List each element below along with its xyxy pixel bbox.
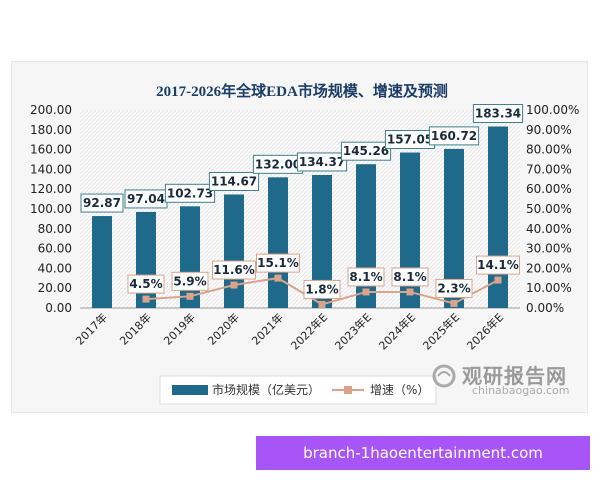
growth-data-label-box (171, 271, 209, 291)
growth-point (494, 276, 502, 284)
growth-point (230, 281, 238, 289)
bar-data-label-box (340, 141, 392, 161)
watermark-url: chinabaogao.com (472, 384, 570, 397)
bar-data-label: 92.87 (83, 196, 121, 210)
growth-data-label: 15.1% (257, 256, 299, 270)
growth-point (450, 299, 458, 307)
y-right-tick-label: 20.00% (526, 261, 572, 275)
site-banner-link[interactable]: branch-1haoentertainment.com (256, 436, 590, 470)
legend-swatch-bar (172, 385, 208, 395)
y-left-tick-label: 160.00 (30, 143, 72, 157)
growth-data-label-box (212, 260, 256, 280)
bar (444, 148, 464, 308)
plot-layer: 0.00 20.00 40.00 60.00 80.00 100.00 120.00 140.… (30, 103, 579, 353)
legend-label-bar: 市场规模（亿美元） (212, 382, 320, 397)
y-left-tick-label: 0.00 (45, 301, 72, 315)
growth-data-label-box (476, 255, 520, 275)
x-tick-label: 2018年 (117, 310, 154, 347)
y-right-tick-label: 100.00% (526, 103, 579, 117)
growth-data-label-box (303, 279, 341, 299)
bar (312, 174, 332, 308)
growth-data-label: 14.1% (477, 258, 519, 272)
y-right-tick-label: 0.00% (526, 301, 564, 315)
y-left-tick-label: 140.00 (30, 162, 72, 176)
growth-point (362, 288, 370, 296)
x-tick-label: 2025年E (420, 310, 462, 352)
bar-data-label-box (428, 126, 480, 146)
y-right-tick-label: 40.00% (526, 222, 572, 236)
legend-swatch-marker (344, 386, 352, 394)
y-left-tick-label: 60.00 (38, 242, 72, 256)
bar-data-label: 160.72 (431, 129, 477, 143)
x-tick-label: 2022年E (288, 310, 330, 352)
growth-data-label-box (127, 274, 165, 294)
growth-point (318, 300, 326, 308)
growth-data-label: 1.8% (305, 282, 338, 296)
x-tick-label: 2024年E (376, 310, 418, 352)
y-left-tick-label: 120.00 (30, 182, 72, 196)
growth-data-label-box (391, 267, 429, 287)
growth-data-label: 11.6% (213, 263, 255, 277)
growth-data-label: 5.9% (173, 274, 206, 288)
x-tick-label: 2021年 (249, 310, 286, 347)
legend-label-line: 增速（%） (370, 383, 429, 397)
y-left-tick-label: 40.00 (38, 261, 72, 275)
y-left-tick-label: 80.00 (38, 222, 72, 236)
growth-point (274, 274, 282, 282)
growth-data-label-box (347, 267, 385, 287)
y-left-tick-label: 180.00 (30, 123, 72, 137)
watermark: 观研报告网 chinabaogao.com (432, 360, 587, 404)
y-left-tick-label: 100.00 (30, 202, 72, 216)
bar (180, 206, 200, 308)
growth-point (406, 288, 414, 296)
y-right-tick-label: 50.00% (526, 202, 572, 216)
chart-card: 2017-2026年全球EDA市场规模、增速及预测 0.00 20.00 40.00… (12, 62, 587, 412)
growth-data-label: 8.1% (393, 270, 426, 284)
bar (224, 194, 244, 308)
y-left-tick-label: 200.00 (30, 103, 72, 117)
growth-data-label-box (435, 278, 473, 298)
x-tick-label: 2020年 (205, 310, 242, 347)
legend: 市场规模（亿美元） 增速（%） (159, 375, 437, 405)
growth-data-label: 8.1% (349, 270, 382, 284)
bar-data-label: 145.26 (343, 144, 389, 158)
bar-data-label: 114.67 (211, 174, 257, 188)
bar-data-label-box (80, 193, 124, 213)
growth-point (186, 292, 194, 300)
bar-data-label: 97.04 (127, 192, 165, 206)
growth-data-label: 2.3% (437, 281, 470, 295)
y-left-tick-label: 20.00 (38, 281, 72, 295)
x-tick-label: 2019年 (161, 310, 198, 347)
bar-data-label-box (164, 183, 216, 203)
bar-data-label: 134.37 (299, 155, 345, 169)
y-right-tick-label: 60.00% (526, 182, 572, 196)
y-right-tick-label: 10.00% (526, 281, 572, 295)
growth-data-label: 4.5% (129, 277, 162, 291)
x-tick-label: 2023年E (332, 310, 374, 352)
y-right-tick-label: 30.00% (526, 242, 572, 256)
bar (268, 177, 288, 308)
y-right-tick-label: 70.00% (526, 162, 572, 176)
bar-data-label: 102.73 (167, 186, 213, 200)
bar-data-label: 157.05 (387, 133, 433, 147)
watermark-logo-icon (432, 364, 456, 388)
growth-point (142, 295, 150, 303)
bar-data-label-box (296, 152, 348, 172)
watermark-title: 观研报告网 (462, 364, 567, 388)
x-tick-label: 2017年 (73, 310, 110, 347)
chart: 2017-2026年全球EDA市场规模、增速及预测 0.00 20.00 40.00… (30, 82, 579, 405)
growth-data-label-box (256, 253, 300, 273)
bar-data-label: 132.00 (255, 157, 301, 171)
bar (92, 216, 112, 308)
bar-data-label-box (472, 103, 524, 123)
chart-title: 2017-2026年全球EDA市场规模、增速及预测 (156, 82, 448, 100)
y-right-tick-label: 90.00% (526, 123, 572, 137)
y-right-tick-label: 80.00% (526, 143, 572, 157)
bar-data-label: 183.34 (475, 106, 521, 120)
bar-data-label-box (208, 171, 260, 191)
x-tick-label: 2026年E (464, 310, 506, 352)
